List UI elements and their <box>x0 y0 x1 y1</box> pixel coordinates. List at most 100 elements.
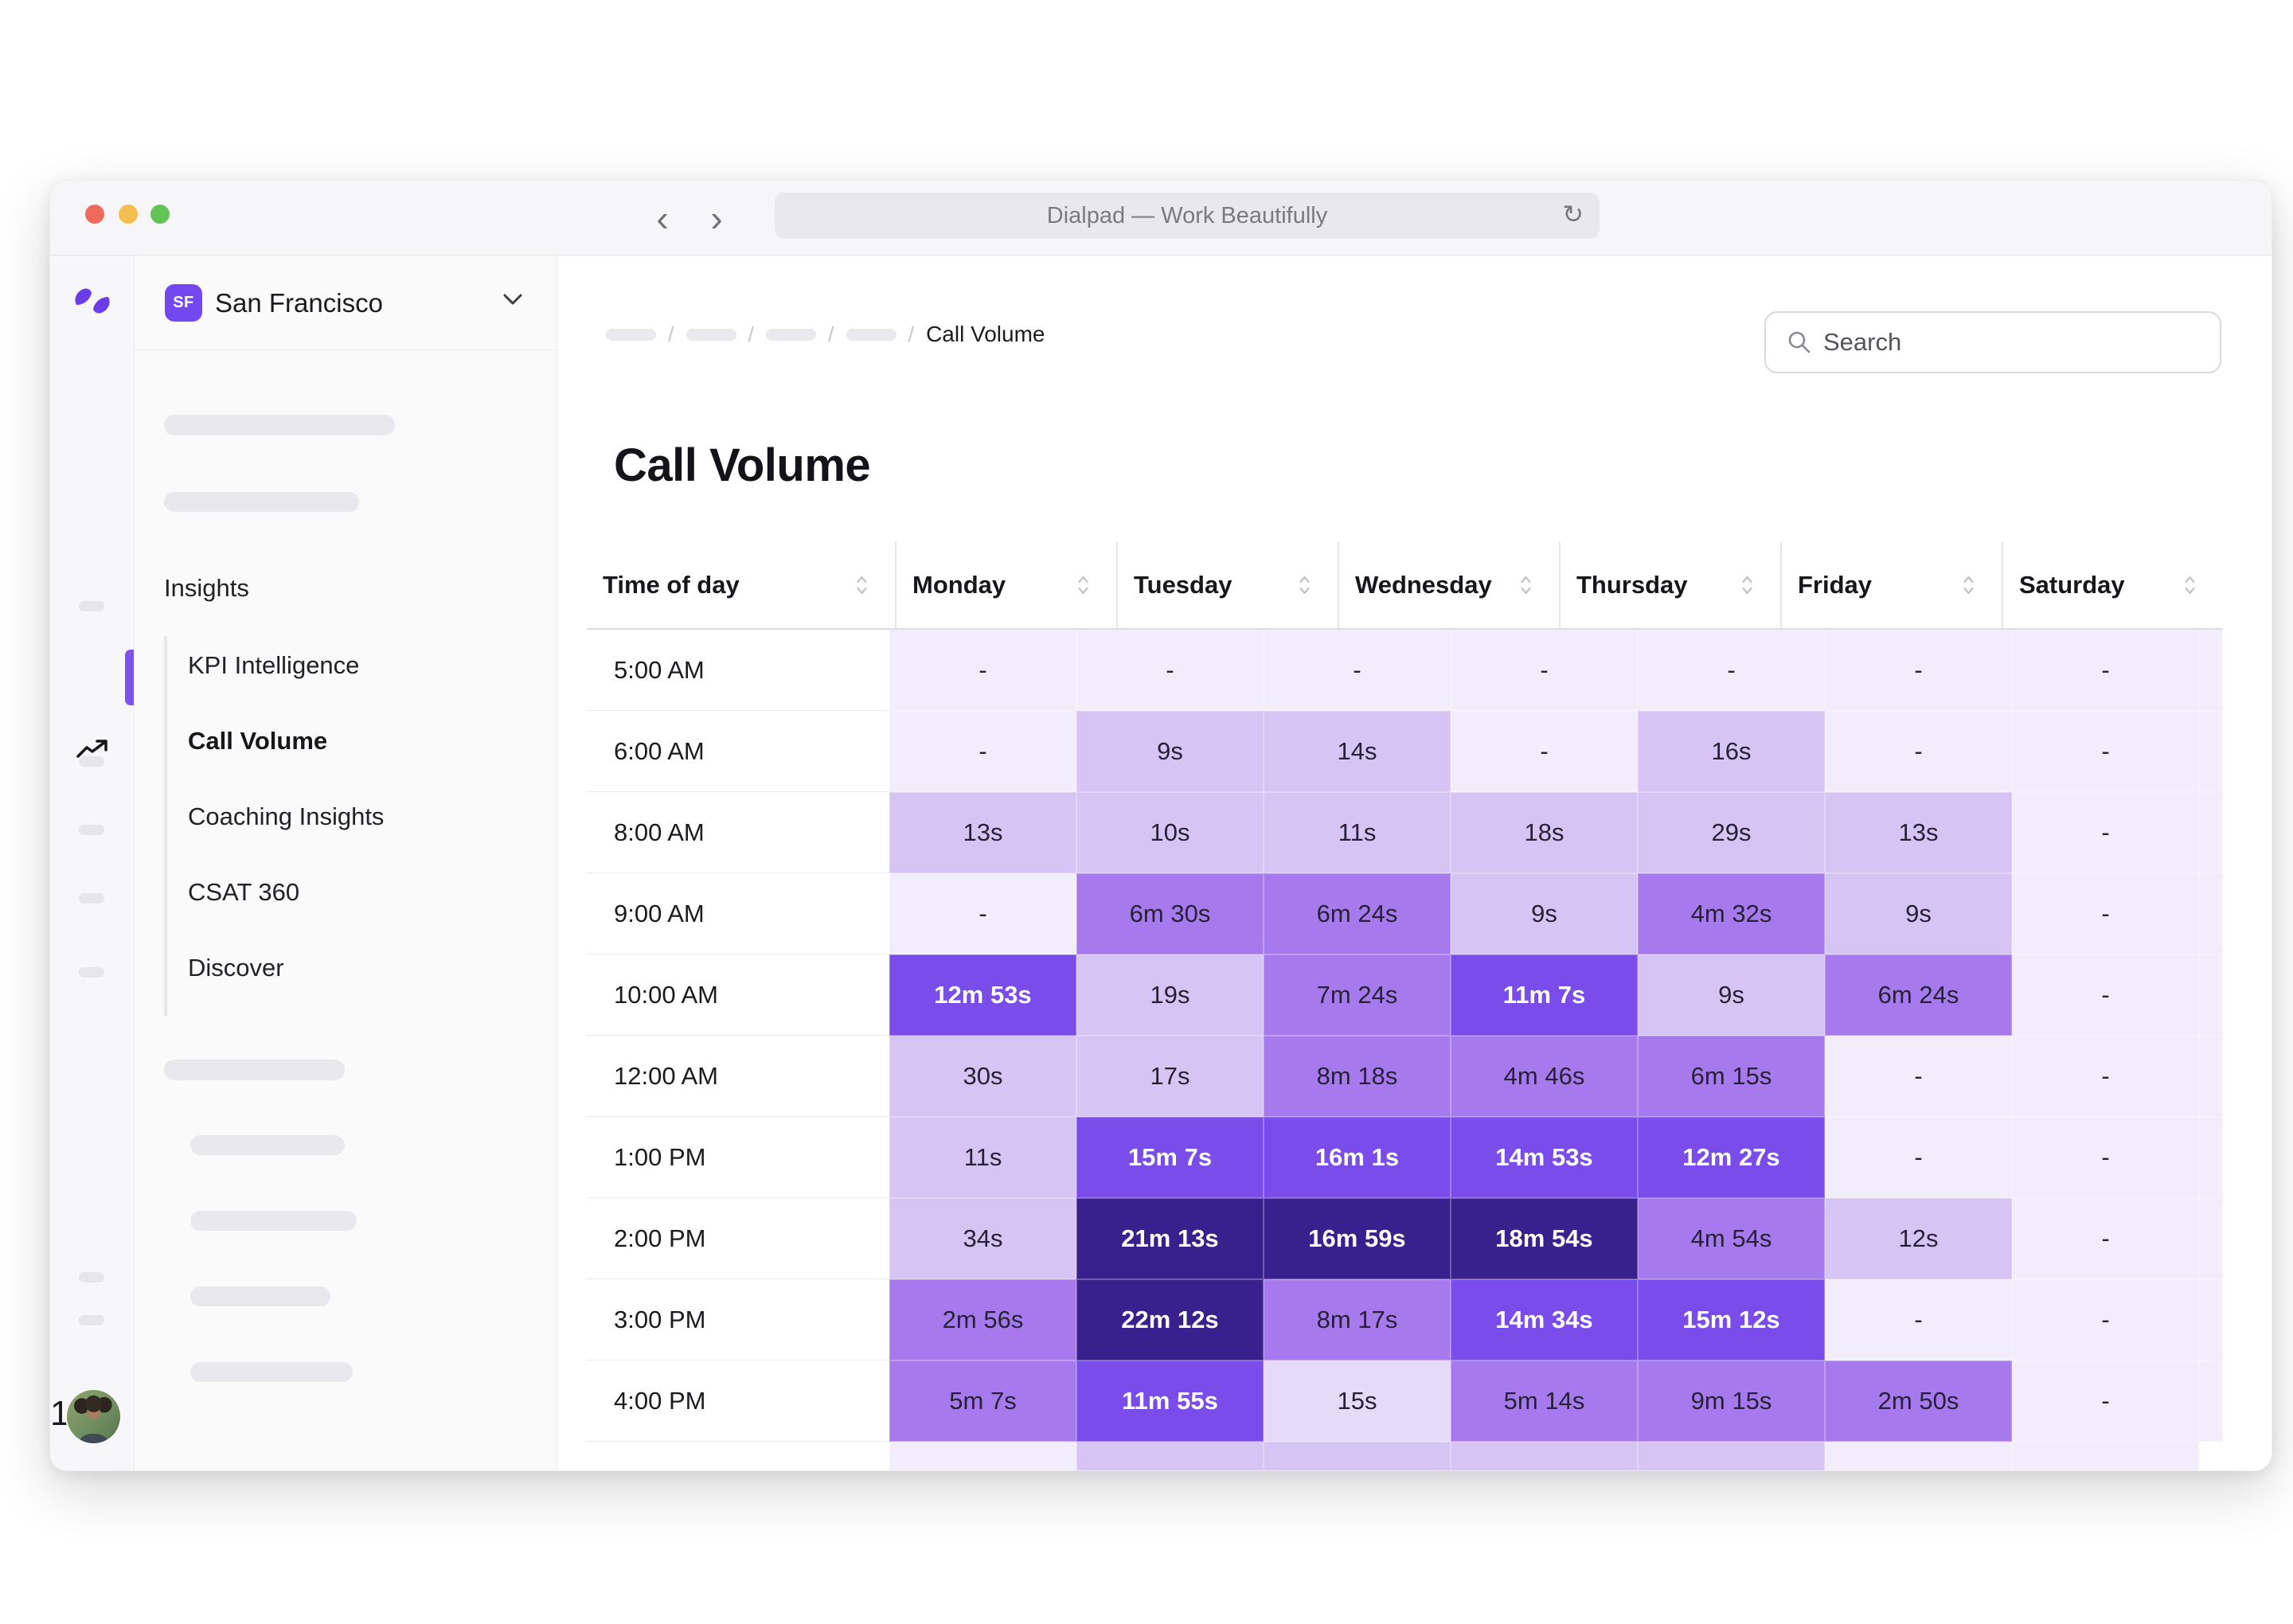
table-row-partial <box>587 1442 2223 1470</box>
main-content: / / / / Call Volume Call Volume Time of … <box>557 256 2272 1470</box>
heatmap-cell-sliver <box>2199 1198 2223 1279</box>
heatmap-cell: 16s <box>1638 711 1825 792</box>
heatmap-cell: 6m 15s <box>1638 1036 1825 1117</box>
active-rail-indicator <box>125 650 134 705</box>
sidebar-section-rule <box>164 636 167 1017</box>
page-title: Call Volume <box>614 439 871 491</box>
column-header-wednesday[interactable]: Wednesday <box>1338 542 1559 628</box>
minimize-window-button[interactable] <box>119 205 138 224</box>
sidebar-item-csat-360[interactable]: CSAT 360 <box>188 878 300 906</box>
heatmap-cell: 5m 7s <box>889 1360 1076 1442</box>
sidebar-item-discover[interactable]: Discover <box>188 954 284 982</box>
heatmap-cell: - <box>2012 873 2199 954</box>
heatmap-cell: 8m 18s <box>1264 1036 1451 1117</box>
sidebar-item-coaching-insights[interactable]: Coaching Insights <box>188 802 385 830</box>
call-volume-table: Time of day Monday Tuesday Wednesday Thursda… <box>587 542 2223 1470</box>
table-row: 12:00 AM 30s 17s 8m 18s 4m 46s 6m 15s - - <box>587 1036 2223 1117</box>
rail-skeleton-icon <box>79 1315 104 1325</box>
sidebar-section-label: Insights <box>164 574 249 602</box>
column-header-thursday[interactable]: Thursday <box>1559 542 1780 628</box>
table-row: 8:00 AM 13s 10s 11s 18s 29s 13s - <box>587 792 2223 873</box>
sidebar: SF San Francisco Insights KPI Intelligen… <box>135 256 557 1470</box>
time-of-day-cell: 2:00 PM <box>587 1198 889 1279</box>
user-avatar[interactable] <box>67 1390 120 1443</box>
heatmap-cell: 2m 56s <box>889 1279 1076 1360</box>
heatmap-cell <box>1825 1442 2012 1470</box>
heatmap-cell <box>1638 1442 1825 1470</box>
heatmap-cell: - <box>1451 630 1638 711</box>
heatmap-cell: - <box>889 873 1076 954</box>
heatmap-cell: 22m 12s <box>1076 1279 1264 1360</box>
table-header-row: Time of day Monday Tuesday Wednesday Thursda… <box>587 542 2223 630</box>
workspace-selector[interactable]: SF San Francisco <box>135 256 557 349</box>
browser-titlebar: ‹ › Dialpad — Work Beautifully ↻ <box>50 181 2272 256</box>
heatmap-cell-sliver <box>2199 1117 2223 1198</box>
heatmap-cell: - <box>1076 630 1264 711</box>
heatmap-cell: 14s <box>1264 711 1451 792</box>
sidebar-item-call-volume[interactable]: Call Volume <box>188 727 328 755</box>
sort-icon <box>1742 576 1752 595</box>
heatmap-cell: - <box>2012 630 2199 711</box>
breadcrumb-skeleton <box>766 328 817 341</box>
heatmap-cell: 17s <box>1076 1036 1264 1117</box>
heatmap-cell: 4m 46s <box>1451 1036 1638 1117</box>
sidebar-skeleton <box>164 1060 345 1080</box>
heatmap-cell <box>2012 1442 2199 1470</box>
column-header-time-of-day[interactable]: Time of day <box>587 542 895 628</box>
heatmap-cell: 29s <box>1638 792 1825 873</box>
heatmap-cell <box>1076 1442 1264 1470</box>
sidebar-skeleton <box>164 492 359 512</box>
workspace-badge: SF <box>165 284 202 322</box>
heatmap-cell <box>1264 1442 1451 1470</box>
column-header-monday[interactable]: Monday <box>895 542 1116 628</box>
heatmap-cell: 19s <box>1076 954 1264 1036</box>
sidebar-skeleton <box>190 1211 357 1231</box>
sort-icon <box>1521 576 1531 595</box>
workspace-name: San Francisco <box>215 288 383 318</box>
heatmap-cell: 8m 17s <box>1264 1279 1451 1360</box>
heatmap-cell-sliver <box>2199 1279 2223 1360</box>
breadcrumb-current: Call Volume <box>926 322 1045 346</box>
browser-back-button[interactable]: ‹ <box>656 197 669 239</box>
heatmap-cell: - <box>1638 630 1825 711</box>
rail-skeleton-icon <box>79 756 104 767</box>
heatmap-cell: 9s <box>1825 873 2012 954</box>
heatmap-cell: - <box>2012 954 2199 1036</box>
breadcrumb: / / / / Call Volume <box>606 322 1045 346</box>
heatmap-cell: 34s <box>889 1198 1076 1279</box>
heatmap-cell: 30s <box>889 1036 1076 1117</box>
heatmap-cell: 4m 32s <box>1638 873 1825 954</box>
dialpad-logo-icon <box>73 287 111 318</box>
table-row: 3:00 PM 2m 56s 22m 12s 8m 17s 14m 34s 15m 12s… <box>587 1279 2223 1360</box>
column-header-tuesday[interactable]: Tuesday <box>1116 542 1338 628</box>
address-bar[interactable]: Dialpad — Work Beautifully ↻ <box>775 193 1600 239</box>
heatmap-cell: 9s <box>1076 711 1264 792</box>
heatmap-cell: - <box>1825 630 2012 711</box>
insights-trend-icon[interactable] <box>76 737 109 767</box>
column-header-saturday[interactable]: Saturday <box>2002 542 2223 628</box>
zoom-window-button[interactable] <box>150 205 170 224</box>
heatmap-cell: 12s <box>1825 1198 2012 1279</box>
heatmap-cell <box>889 1442 1076 1470</box>
address-bar-text: Dialpad — Work Beautifully <box>1046 203 1328 228</box>
time-of-day-cell: 8:00 AM <box>587 792 889 873</box>
time-of-day-cell: 9:00 AM <box>587 873 889 954</box>
sidebar-item-kpi-intelligence[interactable]: KPI Intelligence <box>188 651 360 679</box>
sidebar-skeleton <box>164 415 395 435</box>
heatmap-cell: - <box>1825 711 2012 792</box>
reload-icon[interactable]: ↻ <box>1562 200 1584 228</box>
heatmap-cell: 6m 24s <box>1825 954 2012 1036</box>
table-row: 5:00 AM - - - - - - - <box>587 630 2223 711</box>
close-window-button[interactable] <box>85 205 104 224</box>
chevron-down-icon <box>502 293 523 310</box>
heatmap-cell: 14m 34s <box>1451 1279 1638 1360</box>
search-input[interactable] <box>1823 328 2174 357</box>
breadcrumb-skeleton <box>846 328 896 341</box>
app-icon-rail: 15 <box>50 256 135 1470</box>
heatmap-cell: - <box>889 711 1076 792</box>
column-header-friday[interactable]: Friday <box>1780 542 2002 628</box>
heatmap-cell: 16m 1s <box>1264 1117 1451 1198</box>
search-box <box>1764 311 2221 373</box>
browser-forward-button[interactable]: › <box>710 197 723 239</box>
sort-icon <box>1963 576 1974 595</box>
